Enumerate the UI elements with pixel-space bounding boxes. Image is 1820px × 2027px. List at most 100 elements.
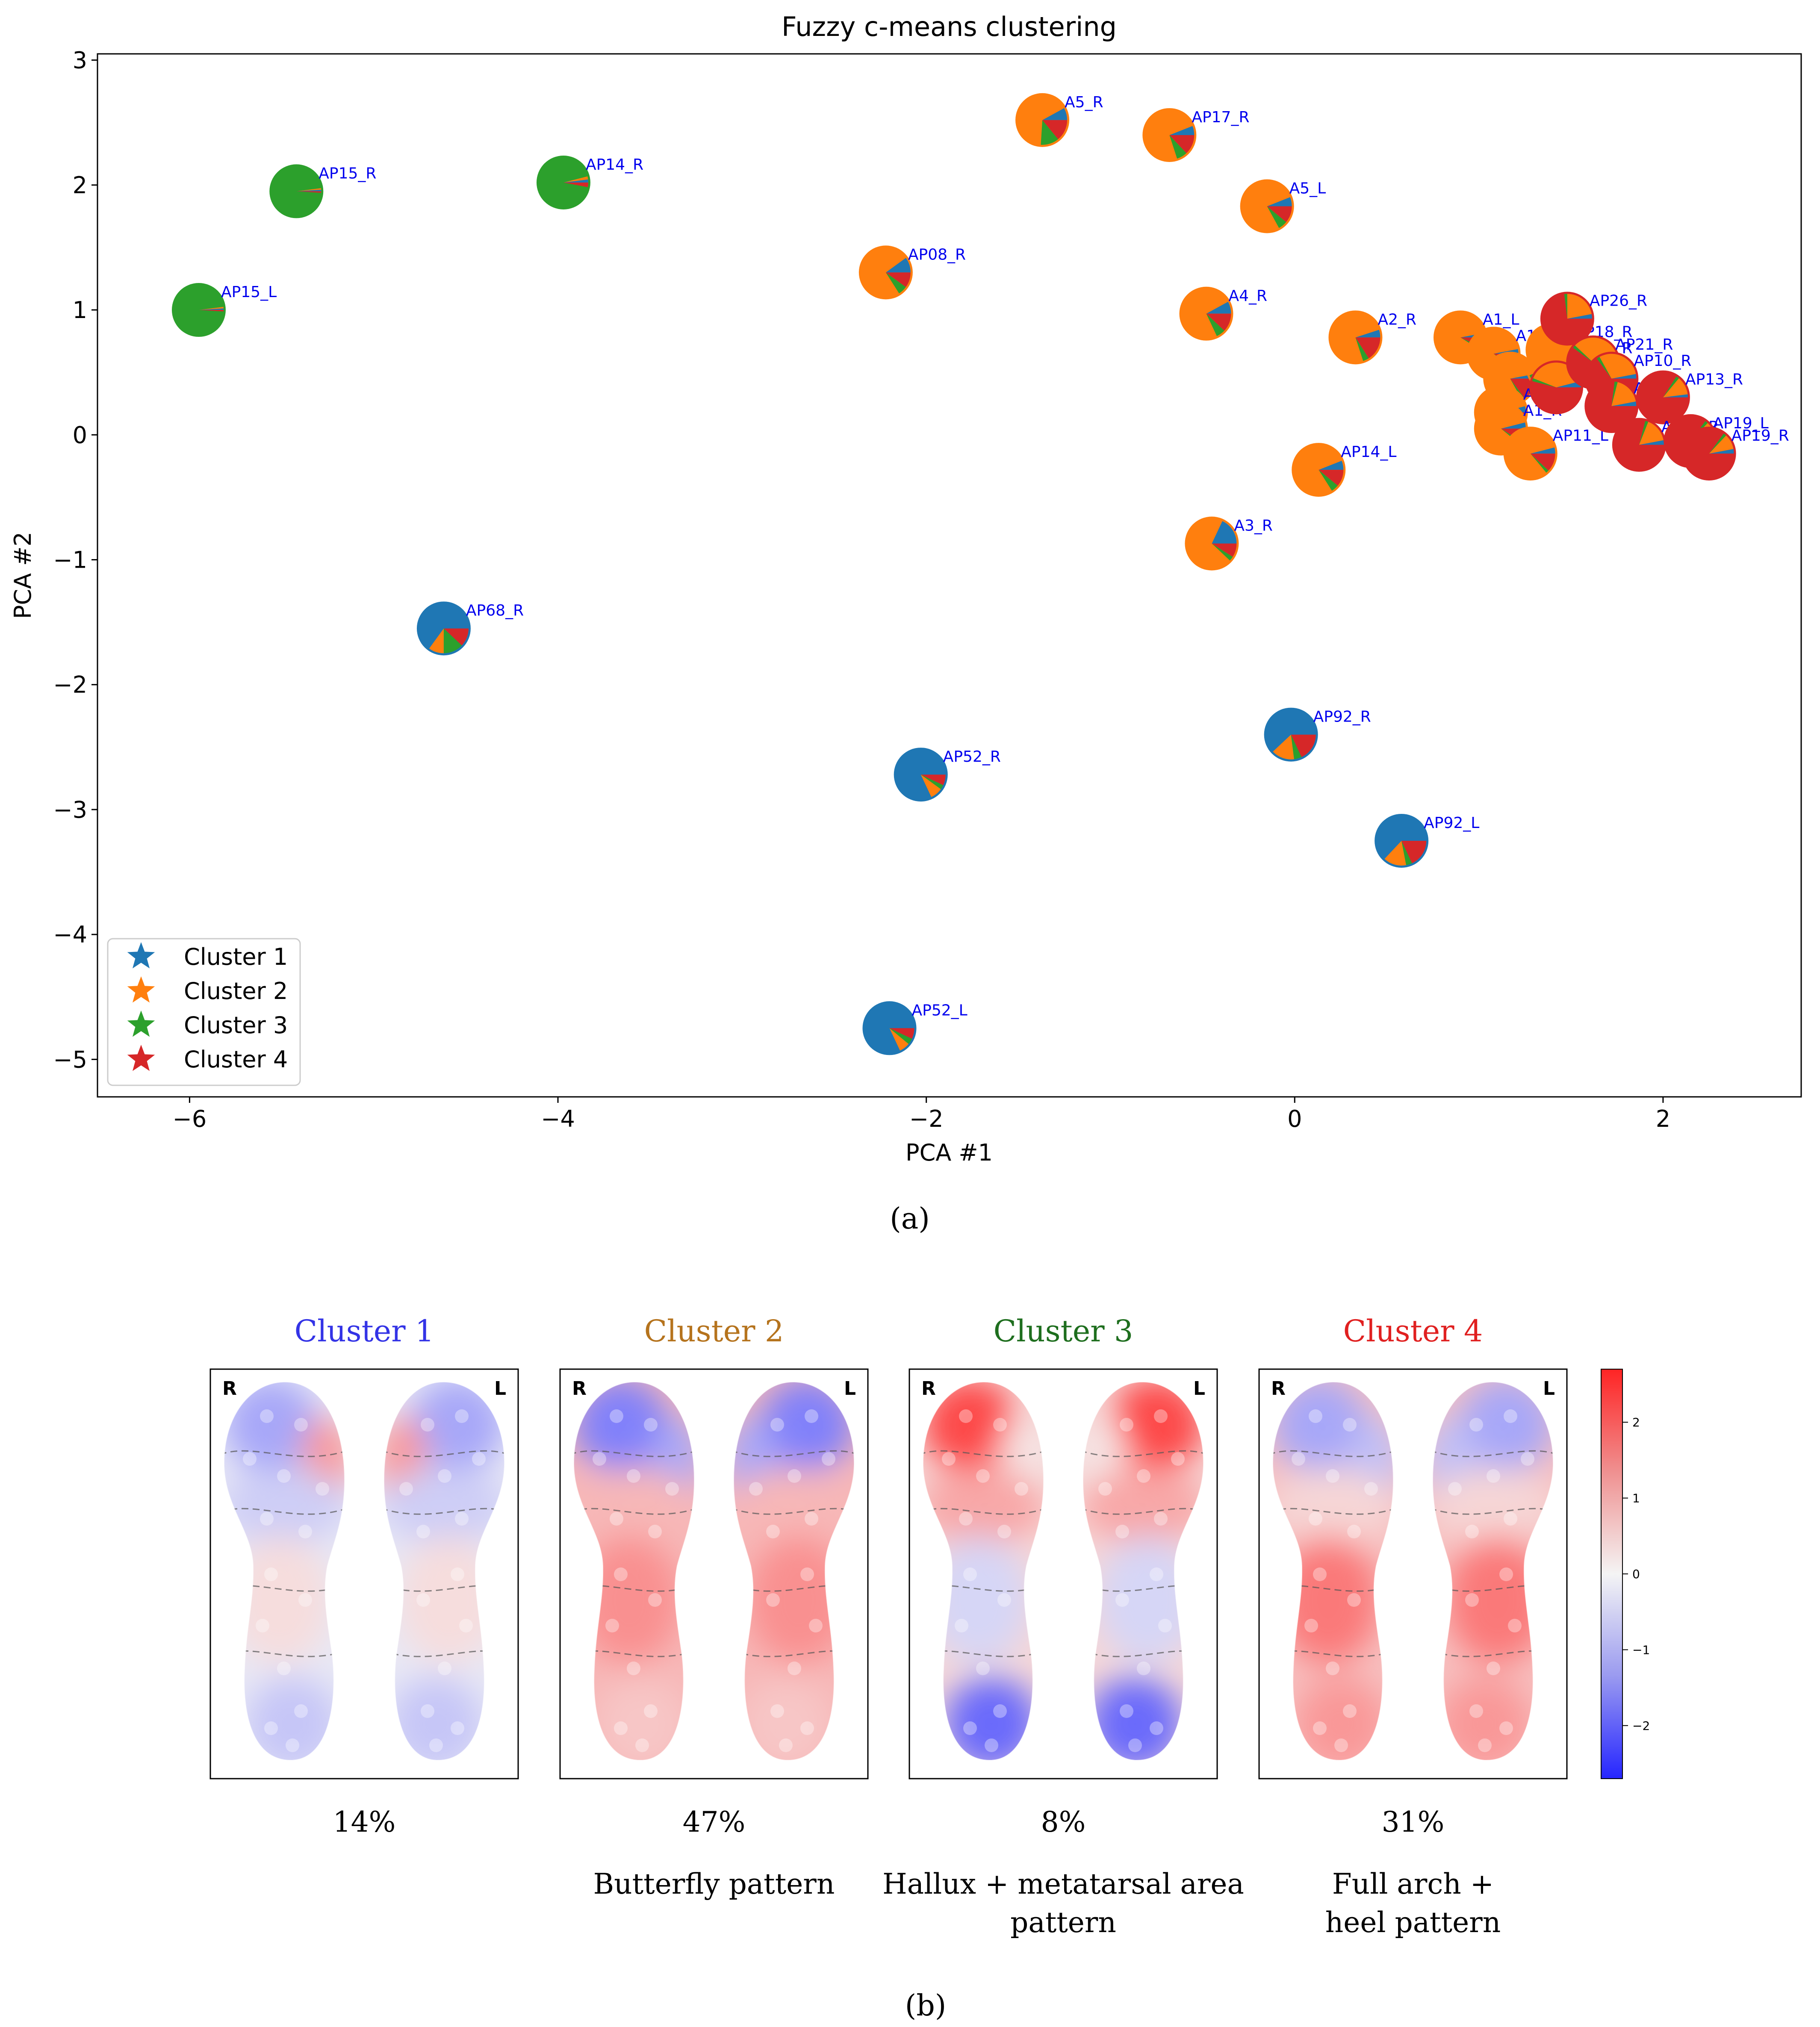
- sensor-dot: [1015, 1482, 1028, 1496]
- sensor-dot: [1326, 1662, 1339, 1675]
- colorbar-tick-label: −1: [1632, 1643, 1650, 1657]
- sensor-dot: [805, 1512, 818, 1526]
- panel-b-caption: (b): [905, 1989, 947, 2023]
- pie-slice: [1291, 734, 1316, 757]
- pie-marker: AP92_R: [1264, 707, 1371, 762]
- colorbar-tick-label: 0: [1632, 1567, 1640, 1581]
- point-label: AP92_L: [1424, 814, 1479, 832]
- cluster-percent: 8%: [1041, 1806, 1086, 1838]
- sensor-dot: [1478, 1738, 1492, 1752]
- heat-region: [944, 1677, 1038, 1761]
- pie-slice: [198, 308, 224, 310]
- sensor-dot: [963, 1721, 977, 1735]
- sensor-dot: [1465, 1525, 1479, 1538]
- sensor-dot: [788, 1469, 801, 1483]
- pie-slice: [920, 775, 944, 790]
- pie-slice: [1018, 95, 1064, 145]
- pie-slice: [1542, 294, 1592, 344]
- y-tick-label: −3: [53, 796, 87, 823]
- sensor-dot: [1150, 1721, 1163, 1735]
- point-label: AP92_R: [1313, 708, 1371, 726]
- sensor-dot: [1469, 1418, 1483, 1432]
- y-tick-label: 3: [73, 47, 87, 74]
- sensor-dot: [749, 1482, 763, 1496]
- pie-slice: [1206, 313, 1231, 331]
- heat-region: [1273, 1382, 1367, 1472]
- y-axis-ticks: −5 −4 −3 −2 −1 0 1 2 3: [53, 47, 97, 1073]
- pie-slice: [1597, 356, 1612, 379]
- sensor-dot: [1469, 1704, 1483, 1718]
- legend-star-icon: [127, 942, 155, 969]
- sensor-dot: [1499, 1567, 1513, 1581]
- pie-slice: [174, 285, 224, 335]
- sensor-dot: [438, 1662, 451, 1675]
- pie-slice: [198, 306, 224, 310]
- sensor-dot: [593, 1452, 606, 1466]
- side-label-right: R: [572, 1378, 587, 1399]
- heat-region: [1446, 1536, 1549, 1664]
- pie-slice: [1169, 135, 1187, 159]
- sensor-dot: [800, 1721, 814, 1735]
- pie-slice: [1611, 382, 1636, 407]
- sensor-dot: [277, 1469, 291, 1483]
- sensor-dot: [1499, 1721, 1513, 1735]
- pie-slice: [920, 775, 946, 785]
- point-label: A1_L: [1483, 311, 1519, 328]
- foot-outline: [223, 1381, 345, 1761]
- pie-slice: [1242, 181, 1290, 231]
- point-label: AP15_L: [221, 283, 277, 301]
- sensor-dot: [264, 1721, 278, 1735]
- heat-region: [410, 1382, 504, 1472]
- y-tick-label: −2: [53, 672, 87, 698]
- sensor-dot: [648, 1525, 662, 1538]
- pie-slice: [1206, 313, 1224, 336]
- pie-slice: [1042, 120, 1068, 139]
- heat-region: [1438, 1677, 1532, 1761]
- sensor-dot: [627, 1469, 640, 1483]
- sensor-dot: [770, 1704, 784, 1718]
- sensor-dot: [1115, 1593, 1129, 1607]
- heat-region: [923, 1467, 1044, 1544]
- pie-slice: [1212, 543, 1237, 557]
- cluster-percent: 31%: [1382, 1806, 1445, 1838]
- sensor-dot: [644, 1704, 658, 1718]
- sensor-dot: [455, 1409, 469, 1423]
- sensor-dot: [298, 1525, 312, 1538]
- pie-slice: [1532, 378, 1557, 388]
- pie-slice: [1638, 372, 1688, 422]
- pie-marker: AP14_R: [536, 155, 643, 209]
- point-label: A2_R: [1378, 311, 1416, 328]
- contour-line: [574, 1450, 694, 1457]
- point-label: A5_L: [1289, 180, 1326, 197]
- pie-slice: [1573, 345, 1593, 362]
- point-label: AP17_R: [1192, 109, 1249, 126]
- pie-slice: [563, 176, 588, 183]
- sensor-dot: [993, 1704, 1007, 1718]
- cluster-description: Butterfly pattern: [593, 1868, 835, 1900]
- pie-marker: AP52_L: [862, 1001, 968, 1055]
- sensor-dot: [286, 1738, 299, 1752]
- pie-slice: [1639, 440, 1664, 445]
- left-foot: [383, 1381, 505, 1761]
- sensor-dot: [766, 1525, 780, 1538]
- heat-region: [1083, 1467, 1204, 1544]
- pie-slice: [296, 191, 322, 193]
- pie-slice: [1639, 421, 1649, 445]
- pie-slice: [1501, 422, 1526, 429]
- y-tick-label: −5: [53, 1046, 87, 1073]
- panel-a-caption: (a): [890, 1202, 930, 1236]
- pie-marker: AP14_L: [1292, 443, 1396, 497]
- point-label: AP52_R: [943, 748, 1001, 766]
- sensor-dot: [800, 1567, 814, 1581]
- cluster-description: pattern: [1010, 1906, 1116, 1939]
- pie-slice: [1384, 840, 1407, 866]
- y-axis-label: PCA #2: [9, 532, 36, 619]
- sensor-dot: [429, 1738, 443, 1752]
- pie-slice: [889, 1028, 914, 1039]
- foot-outline: [1082, 1381, 1204, 1761]
- cluster-panel: Cluster 2 R L 47% Butterfly pattern: [559, 1314, 869, 1900]
- pie-slice: [1639, 421, 1664, 445]
- pie-slice: [1187, 519, 1230, 569]
- pie-slice: [1663, 394, 1688, 398]
